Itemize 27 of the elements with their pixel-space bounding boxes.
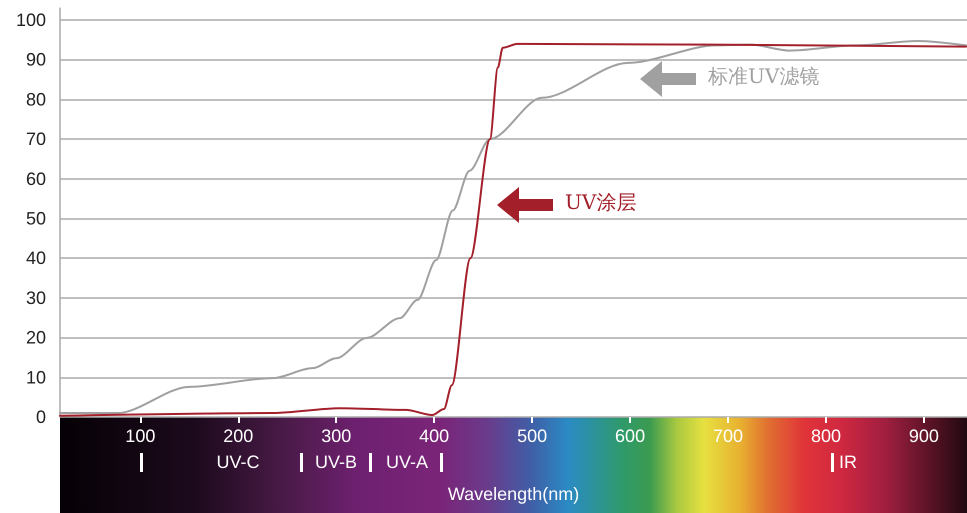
y-tick-label: 20 [26, 328, 46, 348]
x-tick-label: 300 [321, 426, 352, 446]
x-tick-label: 700 [712, 426, 744, 446]
y-tick-label: 10 [26, 367, 46, 388]
y-tick-label: 0 [36, 407, 46, 427]
annotation: 标准UV滤镜 [707, 64, 820, 88]
text: IR [839, 452, 857, 472]
y-tick-label: 80 [26, 89, 46, 110]
text: UV-C [216, 452, 260, 472]
x-axis-title: Wavelength(nm) [448, 484, 580, 504]
x-tick-label: 400 [419, 426, 450, 446]
x-tick-label: 900 [908, 426, 939, 446]
text: UV-B [314, 452, 358, 472]
x-tick-label: 200 [223, 426, 254, 446]
y-tick-label: 70 [26, 129, 46, 150]
y-tick-label: 40 [26, 248, 46, 268]
x-tick-label: 800 [810, 426, 841, 446]
x-tick-label: 500 [517, 426, 548, 446]
y-tick-label: 30 [26, 288, 46, 308]
x-tick-label: 600 [615, 426, 646, 446]
y-tick-label: 100 [16, 10, 46, 30]
y-tick-label: 50 [26, 208, 46, 228]
x-tick-label: 100 [125, 426, 156, 446]
y-tick-label: 90 [26, 50, 46, 70]
text: UV-A [386, 452, 428, 472]
annotation: UV涂层 [565, 190, 636, 214]
y-tick-label: 60 [26, 168, 46, 189]
